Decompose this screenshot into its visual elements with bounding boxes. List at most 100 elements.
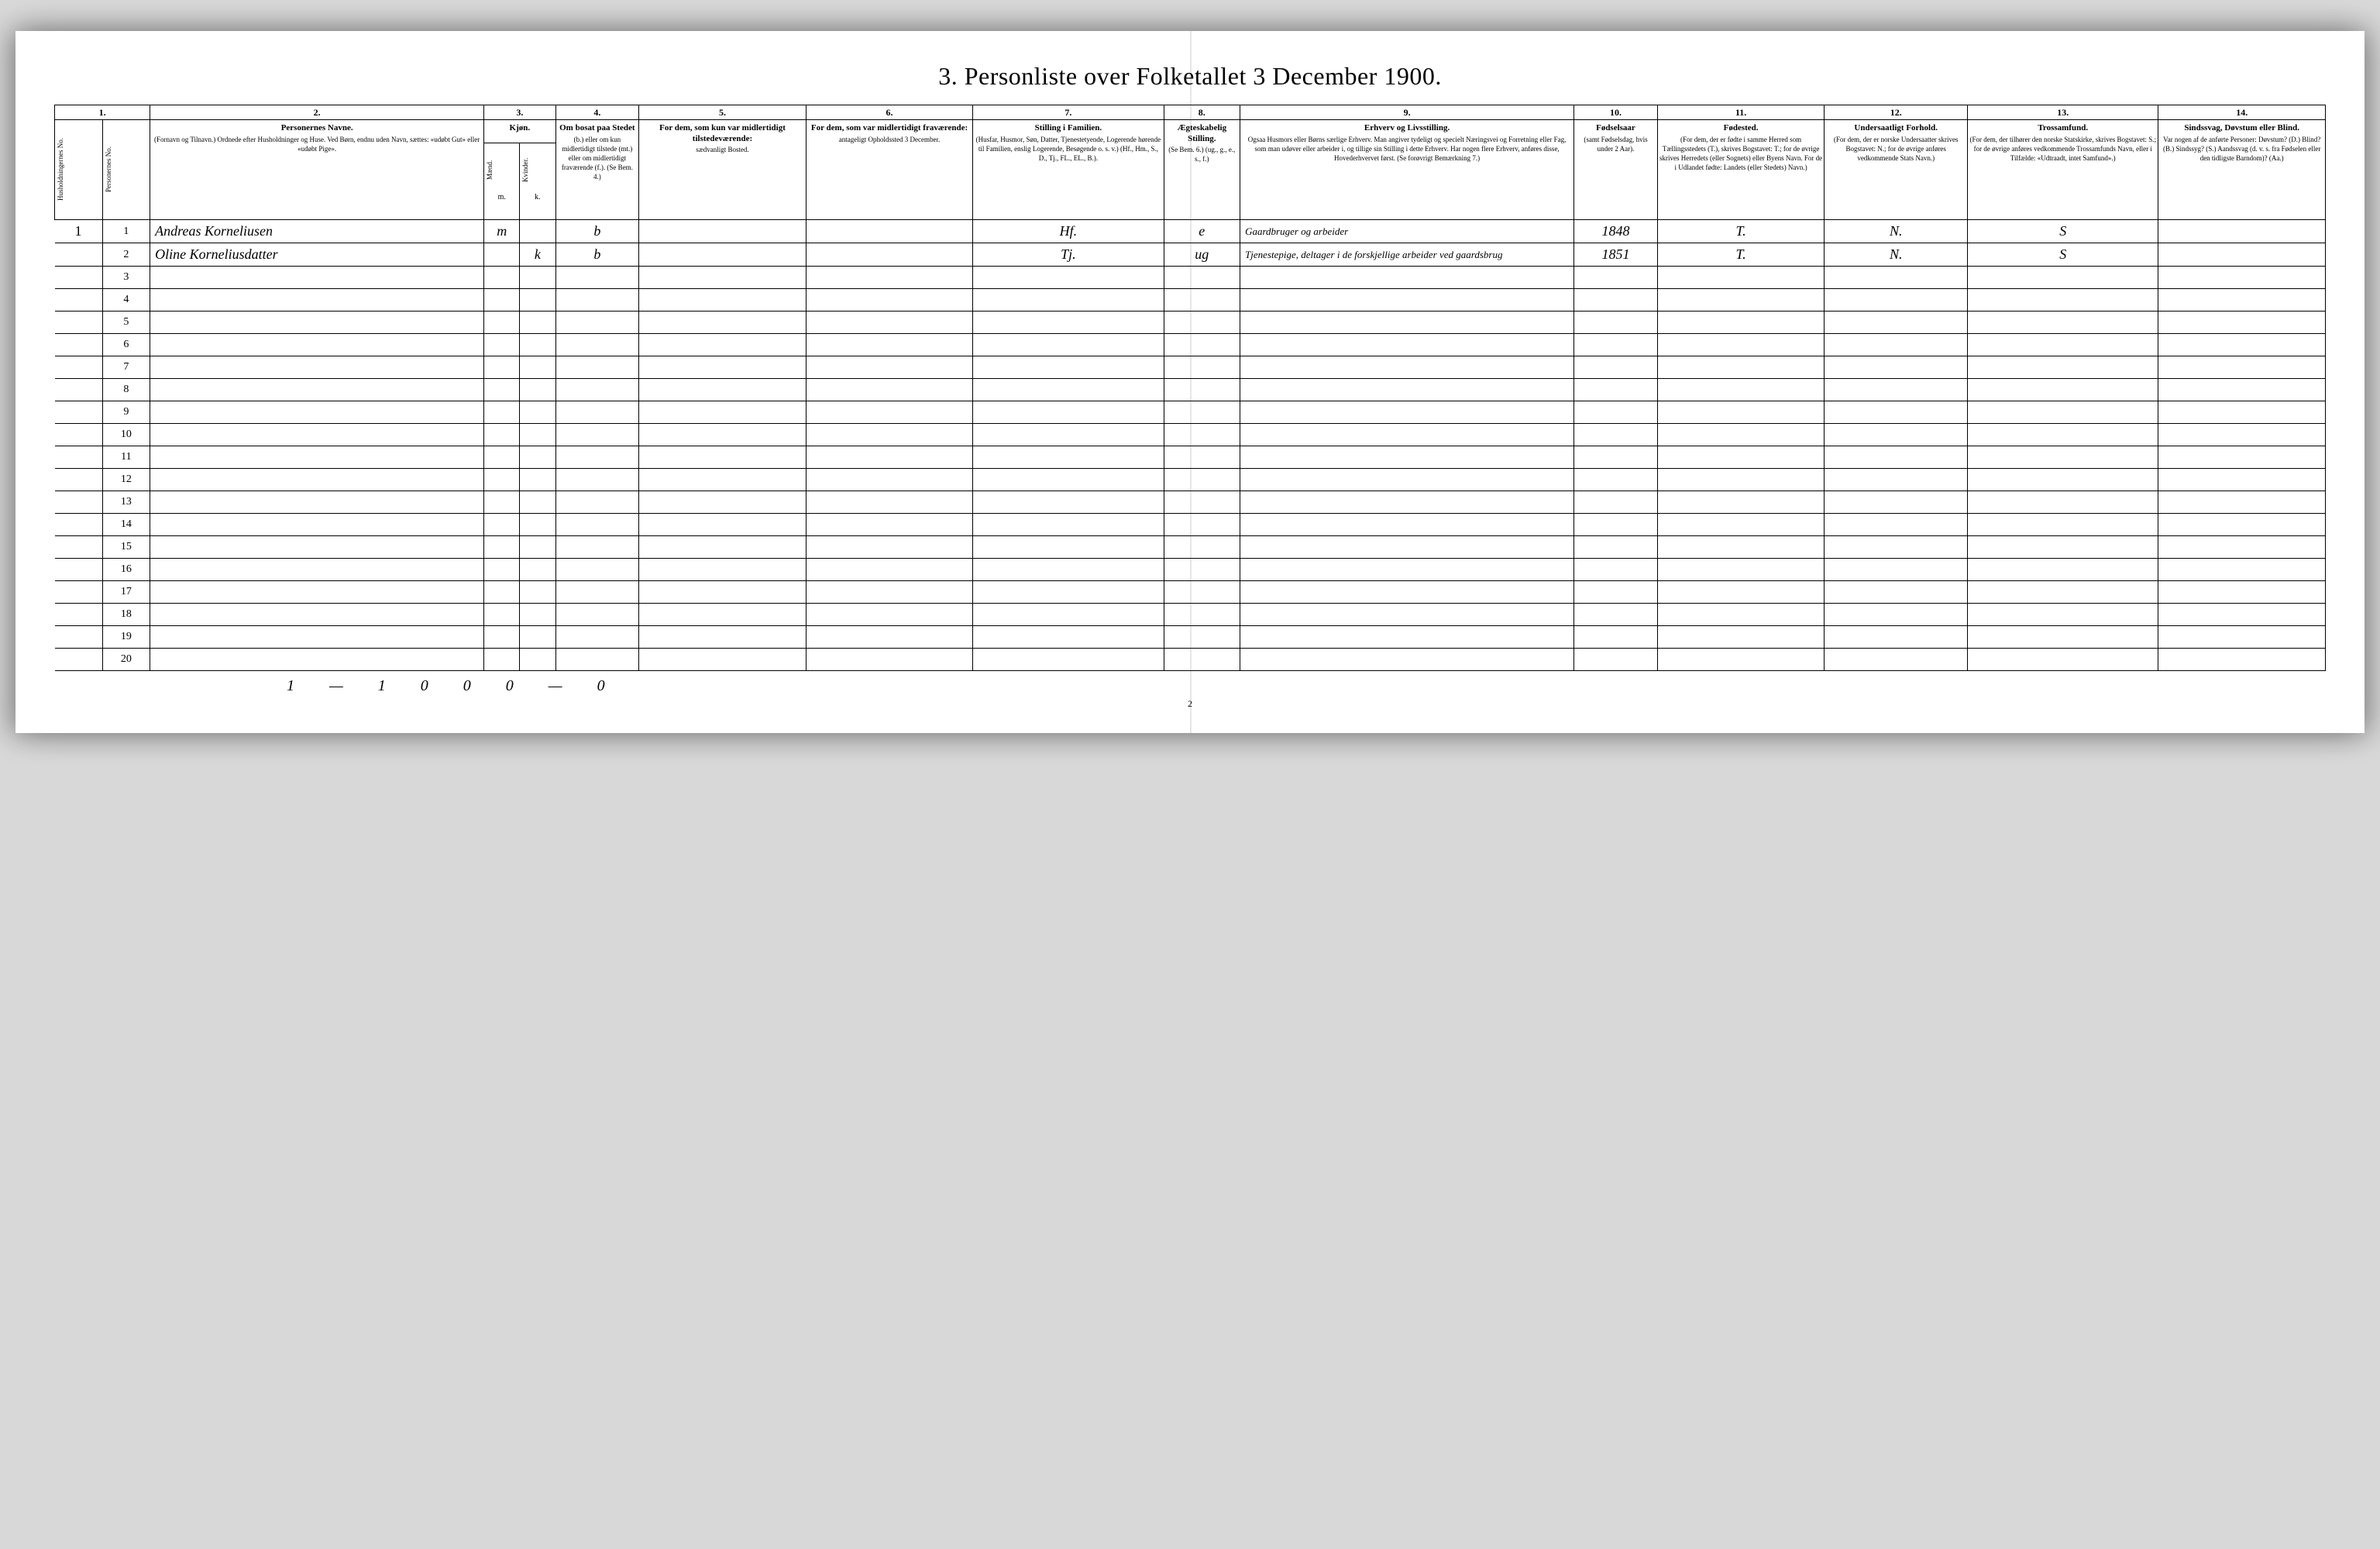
cell-tilstede bbox=[639, 469, 807, 491]
cell-name bbox=[150, 491, 484, 514]
cell-male bbox=[484, 469, 520, 491]
cell-fravaerende bbox=[806, 446, 973, 469]
cell-male bbox=[484, 243, 520, 267]
cell-sindssvag bbox=[2158, 446, 2326, 469]
cell-tros bbox=[1968, 604, 2158, 626]
cell-tilstede bbox=[639, 267, 807, 289]
document-title: 3. Personliste over Folketallet 3 Decemb… bbox=[54, 62, 2326, 91]
cell-fravaerende bbox=[806, 581, 973, 604]
cell-forhold bbox=[1825, 536, 1968, 559]
cell-sindssvag bbox=[2158, 514, 2326, 536]
cell-forhold bbox=[1825, 312, 1968, 334]
cell-name bbox=[150, 401, 484, 424]
cell-sindssvag bbox=[2158, 289, 2326, 312]
cell-tilstede bbox=[639, 536, 807, 559]
census-document: 3. Personliste over Folketallet 3 Decemb… bbox=[15, 31, 2365, 733]
cell-forhold bbox=[1825, 626, 1968, 649]
cell-tros bbox=[1968, 559, 2158, 581]
colnum-6: 6. bbox=[806, 105, 973, 120]
cell-person-no: 20 bbox=[102, 649, 150, 671]
header-tilstede: For dem, som kun var midlertidigt tilste… bbox=[639, 120, 807, 220]
cell-aar bbox=[1574, 581, 1658, 604]
cell-bosat bbox=[555, 401, 639, 424]
cell-male bbox=[484, 356, 520, 379]
cell-aegte bbox=[1164, 559, 1240, 581]
cell-tilstede bbox=[639, 289, 807, 312]
table-row: 4 bbox=[55, 289, 2326, 312]
cell-tros: S bbox=[1968, 220, 2158, 243]
cell-male bbox=[484, 649, 520, 671]
cell-aegte bbox=[1164, 401, 1240, 424]
cell-margin bbox=[55, 424, 103, 446]
cell-aar bbox=[1574, 626, 1658, 649]
cell-bosat bbox=[555, 649, 639, 671]
cell-person-no: 13 bbox=[102, 491, 150, 514]
cell-margin bbox=[55, 379, 103, 401]
cell-forhold bbox=[1825, 401, 1968, 424]
cell-sindssvag bbox=[2158, 604, 2326, 626]
cell-male bbox=[484, 267, 520, 289]
cell-person-no: 1 bbox=[102, 220, 150, 243]
cell-erhverv bbox=[1240, 626, 1574, 649]
cell-margin bbox=[55, 446, 103, 469]
cell-stilling bbox=[973, 312, 1164, 334]
cell-sindssvag bbox=[2158, 243, 2326, 267]
cell-stilling bbox=[973, 626, 1164, 649]
cell-female bbox=[520, 356, 555, 379]
cell-male bbox=[484, 334, 520, 356]
cell-name bbox=[150, 581, 484, 604]
cell-margin bbox=[55, 559, 103, 581]
cell-tilstede bbox=[639, 491, 807, 514]
cell-female bbox=[520, 559, 555, 581]
colnum-11: 11. bbox=[1657, 105, 1825, 120]
cell-forhold bbox=[1825, 356, 1968, 379]
cell-aegte: ug bbox=[1164, 243, 1240, 267]
cell-tros bbox=[1968, 581, 2158, 604]
cell-tilstede bbox=[639, 559, 807, 581]
cell-person-no: 19 bbox=[102, 626, 150, 649]
cell-forhold bbox=[1825, 604, 1968, 626]
header-husholdning-no: Husholdningernes No. bbox=[55, 120, 103, 220]
cell-stilling bbox=[973, 559, 1164, 581]
cell-tros bbox=[1968, 514, 2158, 536]
cell-fravaerende bbox=[806, 469, 973, 491]
cell-margin bbox=[55, 312, 103, 334]
cell-tros bbox=[1968, 536, 2158, 559]
cell-erhverv bbox=[1240, 379, 1574, 401]
cell-stilling bbox=[973, 446, 1164, 469]
cell-margin bbox=[55, 536, 103, 559]
cell-sindssvag bbox=[2158, 267, 2326, 289]
cell-fodested bbox=[1657, 559, 1825, 581]
cell-margin bbox=[55, 289, 103, 312]
cell-stilling: Hf. bbox=[973, 220, 1164, 243]
cell-forhold bbox=[1825, 559, 1968, 581]
cell-stilling bbox=[973, 491, 1164, 514]
cell-fravaerende bbox=[806, 559, 973, 581]
cell-tilstede bbox=[639, 649, 807, 671]
cell-forhold bbox=[1825, 446, 1968, 469]
cell-margin bbox=[55, 401, 103, 424]
cell-fodested bbox=[1657, 356, 1825, 379]
cell-person-no: 10 bbox=[102, 424, 150, 446]
cell-tros bbox=[1968, 379, 2158, 401]
cell-aar bbox=[1574, 446, 1658, 469]
cell-fravaerende bbox=[806, 243, 973, 267]
cell-person-no: 7 bbox=[102, 356, 150, 379]
colnum-14: 14. bbox=[2158, 105, 2326, 120]
cell-tros bbox=[1968, 356, 2158, 379]
table-row: 8 bbox=[55, 379, 2326, 401]
cell-fravaerende bbox=[806, 334, 973, 356]
cell-male bbox=[484, 514, 520, 536]
cell-male bbox=[484, 626, 520, 649]
cell-male bbox=[484, 289, 520, 312]
cell-tros: S bbox=[1968, 243, 2158, 267]
cell-erhverv bbox=[1240, 514, 1574, 536]
header-kvinder: Kvinder. k. bbox=[520, 143, 555, 220]
table-row: 7 bbox=[55, 356, 2326, 379]
cell-forhold bbox=[1825, 334, 1968, 356]
cell-tilstede bbox=[639, 581, 807, 604]
cell-bosat bbox=[555, 469, 639, 491]
cell-bosat: b bbox=[555, 220, 639, 243]
cell-margin: 1 bbox=[55, 220, 103, 243]
cell-person-no: 2 bbox=[102, 243, 150, 267]
